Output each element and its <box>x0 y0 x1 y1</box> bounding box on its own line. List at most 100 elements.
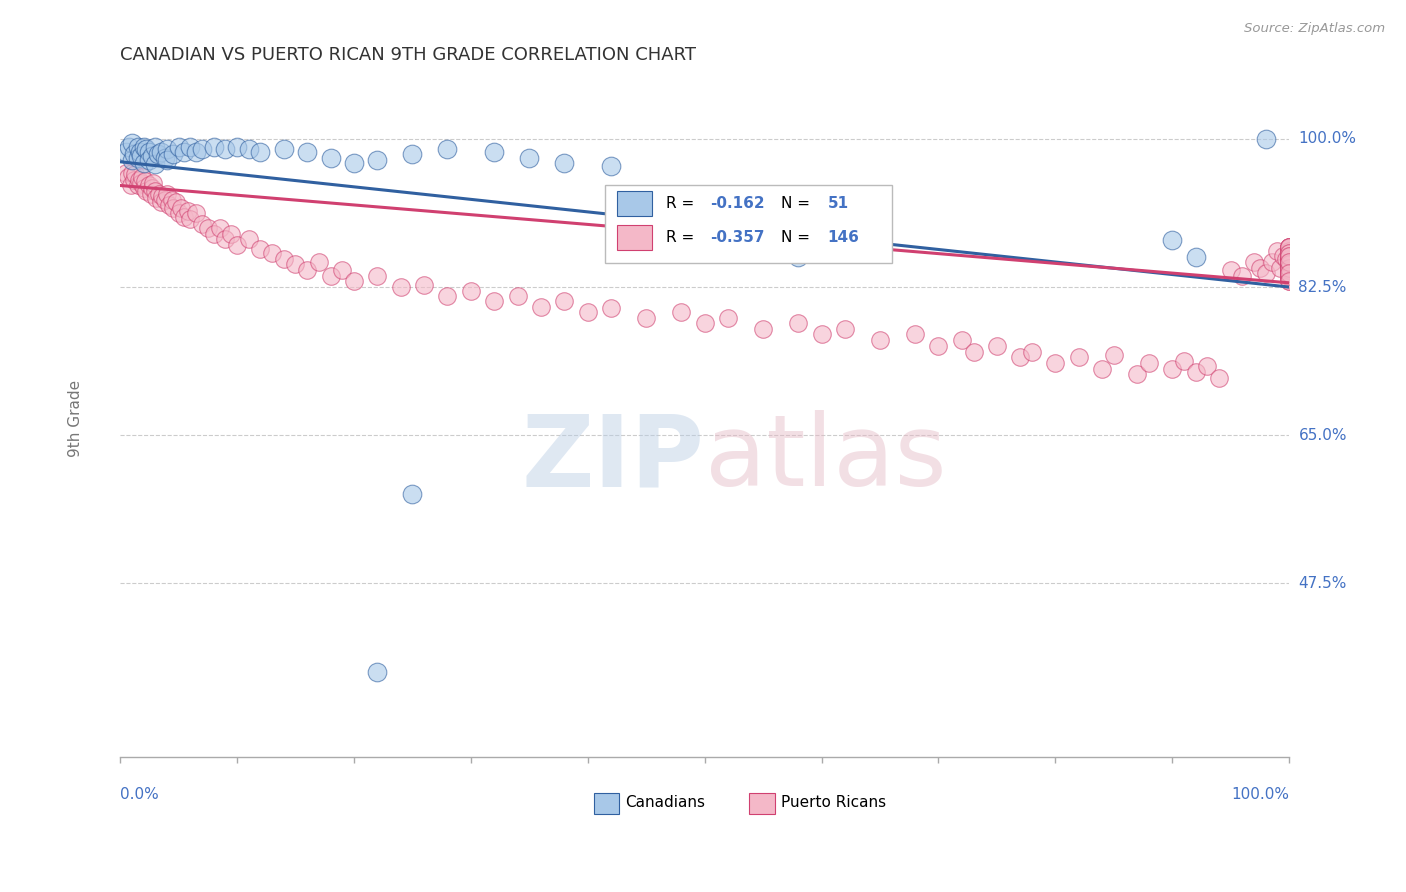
Point <box>576 305 599 319</box>
Point <box>1254 266 1277 280</box>
Point <box>319 268 342 283</box>
Point <box>115 145 138 159</box>
Point <box>191 142 214 156</box>
Point <box>214 232 236 246</box>
Point <box>1278 249 1301 263</box>
Point <box>671 305 693 319</box>
Point <box>436 142 458 156</box>
Text: 100.0%: 100.0% <box>1299 131 1357 146</box>
Text: 51: 51 <box>827 196 848 211</box>
Text: Canadians: Canadians <box>626 796 706 811</box>
Point <box>1278 254 1301 268</box>
Point <box>148 186 170 201</box>
Point <box>156 153 179 167</box>
Point <box>156 186 179 201</box>
Point <box>366 153 388 167</box>
Point <box>214 142 236 156</box>
Point <box>127 140 149 154</box>
Bar <box>593 794 619 814</box>
Point <box>117 169 139 184</box>
Point <box>1278 257 1301 271</box>
Point <box>553 294 575 309</box>
Point <box>138 153 160 167</box>
Point <box>1219 263 1241 277</box>
Point <box>121 153 143 167</box>
Point <box>1278 260 1301 275</box>
Point <box>869 334 891 348</box>
Point <box>1278 266 1301 280</box>
Point <box>600 159 623 173</box>
Point <box>135 142 157 156</box>
Point <box>1278 260 1301 275</box>
Point <box>1268 260 1291 275</box>
Point <box>1278 252 1301 266</box>
Point <box>401 147 423 161</box>
Point <box>122 147 145 161</box>
Point <box>366 268 388 283</box>
Point <box>1278 254 1301 268</box>
Point <box>173 210 195 224</box>
Point <box>1161 234 1184 248</box>
Point <box>506 288 529 302</box>
Text: 65.0%: 65.0% <box>1299 427 1347 442</box>
Text: ZIP: ZIP <box>522 410 704 508</box>
Text: 47.5%: 47.5% <box>1299 576 1347 591</box>
Point <box>138 178 160 193</box>
Point <box>153 151 176 165</box>
Text: R =: R = <box>666 196 699 211</box>
Point <box>146 147 169 161</box>
Point <box>131 169 153 184</box>
Point <box>319 151 342 165</box>
Point <box>120 178 142 193</box>
Point <box>1278 257 1301 271</box>
Point <box>530 300 553 314</box>
Bar <box>617 192 652 216</box>
Point <box>160 193 183 207</box>
Point <box>752 322 775 336</box>
Point <box>141 149 163 163</box>
Text: 100.0%: 100.0% <box>1232 788 1289 802</box>
Point <box>1161 362 1184 376</box>
Point <box>1067 351 1090 365</box>
Point <box>150 145 173 159</box>
Text: CANADIAN VS PUERTO RICAN 9TH GRADE CORRELATION CHART: CANADIAN VS PUERTO RICAN 9TH GRADE CORRE… <box>120 46 696 64</box>
Point <box>1260 254 1282 268</box>
Point <box>1243 254 1265 268</box>
Point <box>1274 252 1296 266</box>
Point <box>389 280 412 294</box>
Text: N =: N = <box>780 196 814 211</box>
Point <box>132 140 155 154</box>
Point <box>295 263 318 277</box>
Text: Puerto Ricans: Puerto Ricans <box>780 796 886 811</box>
Point <box>1278 249 1301 263</box>
Point <box>143 157 166 171</box>
Point <box>1278 254 1301 268</box>
Point <box>717 311 740 326</box>
Point <box>132 181 155 195</box>
Point <box>122 172 145 186</box>
Point <box>115 166 138 180</box>
Point <box>636 311 658 326</box>
Point <box>1278 266 1301 280</box>
Point <box>330 263 353 277</box>
Point <box>1278 274 1301 288</box>
Point <box>1278 266 1301 280</box>
Point <box>179 212 201 227</box>
Point <box>1278 254 1301 268</box>
Point <box>787 317 810 331</box>
Point <box>1197 359 1219 373</box>
Point <box>1278 266 1301 280</box>
Point <box>1278 268 1301 283</box>
Point <box>1267 244 1289 258</box>
Point <box>1102 348 1125 362</box>
Point <box>1278 268 1301 283</box>
Point <box>226 237 249 252</box>
Point <box>1278 260 1301 275</box>
Text: N =: N = <box>780 230 814 245</box>
Point <box>129 149 152 163</box>
Point <box>1137 356 1160 370</box>
Point <box>1010 351 1032 365</box>
Text: 146: 146 <box>827 230 859 245</box>
Point <box>1278 249 1301 263</box>
Point <box>127 151 149 165</box>
